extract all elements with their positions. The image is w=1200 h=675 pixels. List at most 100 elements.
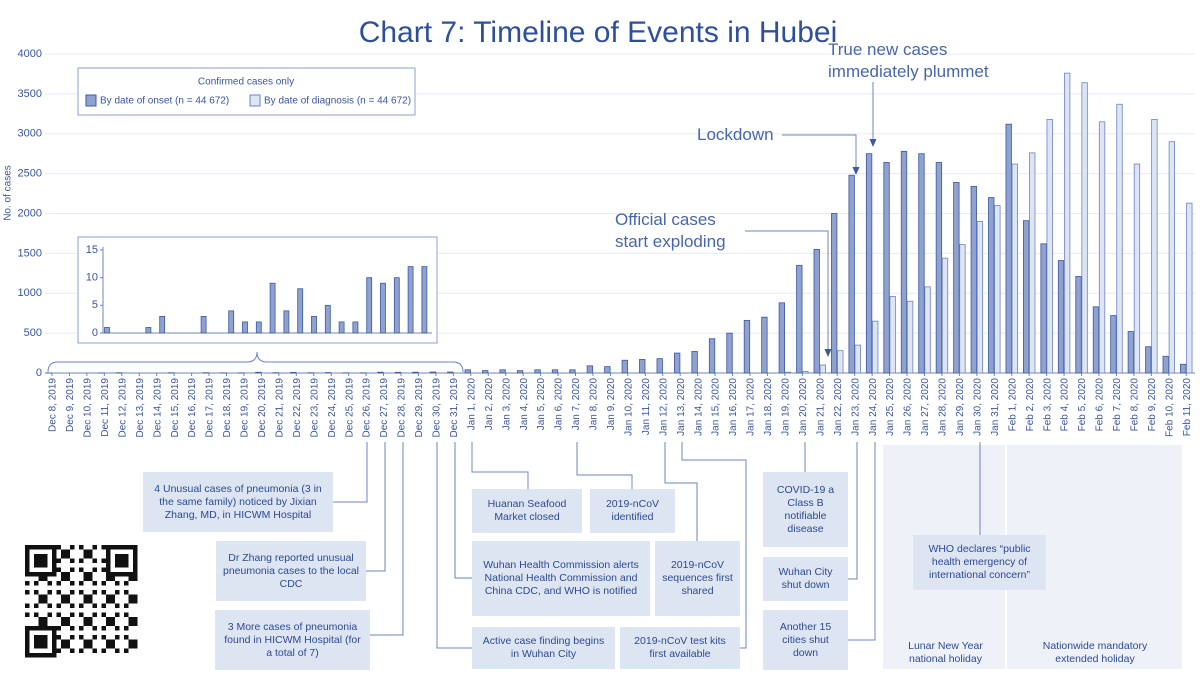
- qr-module: [56, 648, 61, 653]
- x-tick-label: Dec 15, 2019: [170, 378, 181, 438]
- bar: [848, 174, 855, 374]
- qr-module: [25, 639, 30, 644]
- x-tick-label: Feb 5, 2020: [1077, 378, 1088, 432]
- bar: [1005, 123, 1012, 374]
- bar: [970, 185, 977, 374]
- event-box: COVID-19 a Class B notifiable disease: [763, 472, 848, 547]
- inset-bar: [352, 321, 359, 334]
- x-tick-label: Dec 25, 2019: [344, 378, 355, 438]
- connector: [576, 442, 633, 489]
- qr-module: [92, 648, 97, 653]
- x-tick-label: Jan 5, 2020: [536, 378, 547, 431]
- x-tick-label: Dec 27, 2019: [379, 378, 390, 438]
- qr-module: [56, 635, 61, 640]
- bar: [1075, 276, 1082, 374]
- qr-module: [110, 599, 115, 604]
- bar: [621, 359, 628, 374]
- event-box: Another 15 cities shut down: [763, 610, 848, 670]
- qr-module: [34, 558, 39, 563]
- qr-module: [79, 612, 84, 617]
- qr-module: [34, 626, 39, 631]
- qr-module: [110, 594, 115, 599]
- qr-module: [34, 635, 39, 640]
- qr-module: [128, 621, 133, 626]
- inset-tick-label: 15: [86, 244, 98, 256]
- qr-module: [106, 599, 111, 604]
- qr-module: [92, 635, 97, 640]
- y-tick-label: 3500: [18, 88, 42, 100]
- bar: [918, 153, 925, 374]
- qr-module: [115, 612, 120, 617]
- qr-module: [128, 545, 133, 550]
- connector: [370, 442, 404, 636]
- bar: [639, 359, 646, 374]
- qr-module: [25, 572, 30, 577]
- qr-module: [47, 590, 52, 595]
- qr-module: [83, 599, 88, 604]
- bar: [290, 371, 297, 374]
- qr-module: [79, 603, 84, 608]
- chart-title: Chart 7: Timeline of Events in Hubei: [359, 16, 838, 49]
- inset-bar: [269, 282, 276, 334]
- qr-module: [56, 581, 61, 586]
- callout-text: Official cases start exploding: [615, 210, 726, 251]
- callout-line: [745, 230, 829, 349]
- qr-module: [70, 590, 75, 595]
- qr-module: [79, 567, 84, 572]
- qr-module: [92, 626, 97, 631]
- qr-module: [88, 621, 93, 626]
- qr-module: [70, 558, 75, 563]
- qr-module: [61, 599, 66, 604]
- qr-module: [38, 621, 43, 626]
- qr-module: [115, 558, 120, 563]
- qr-module: [88, 549, 93, 554]
- bar: [889, 296, 896, 374]
- qr-module: [47, 626, 52, 631]
- qr-module: [38, 617, 43, 622]
- qr-module: [128, 639, 133, 644]
- qr-module: [88, 572, 93, 577]
- qr-module: [34, 612, 39, 617]
- x-tick-label: Jan 2, 2020: [484, 378, 495, 431]
- bar: [429, 371, 437, 374]
- qr-module: [43, 626, 48, 631]
- x-tick-label: Jan 27, 2020: [920, 378, 931, 436]
- qr-module: [128, 576, 133, 581]
- inset-bar: [311, 315, 317, 334]
- qr-module: [61, 549, 66, 554]
- x-tick-label: Jan 23, 2020: [850, 378, 861, 436]
- inset-tick-label: 0: [92, 327, 98, 339]
- qr-module: [38, 635, 43, 640]
- qr-module: [34, 590, 39, 595]
- bar: [499, 369, 506, 374]
- x-tick-label: Jan 15, 2020: [711, 378, 722, 436]
- qr-module: [43, 635, 48, 640]
- qr-module: [43, 639, 48, 644]
- qr-module: [43, 572, 48, 577]
- qr-module: [88, 644, 93, 649]
- qr-module: [25, 630, 30, 635]
- qr-module: [133, 617, 138, 622]
- qr-module: [83, 549, 88, 554]
- qr-module: [133, 576, 138, 581]
- qr-module: [61, 617, 66, 622]
- y-axis-label: No. of cases: [3, 165, 14, 221]
- qr-module: [52, 572, 57, 577]
- qr-module: [106, 576, 111, 581]
- bar: [813, 248, 820, 374]
- x-tick-label: Dec 12, 2019: [117, 378, 128, 438]
- qr-module: [65, 549, 70, 554]
- qr-module: [34, 563, 39, 568]
- qr-module: [70, 635, 75, 640]
- event-box: 2019-nCoV identified: [590, 489, 675, 533]
- qr-module: [61, 594, 66, 599]
- qr-module: [106, 621, 111, 626]
- qr-module: [110, 617, 115, 622]
- qr-module: [56, 567, 61, 572]
- qr-module: [34, 653, 39, 658]
- qr-module: [25, 648, 30, 653]
- inset-bar: [200, 315, 207, 334]
- y-tick-label: 2500: [18, 168, 42, 180]
- qr-module: [106, 644, 111, 649]
- inset-bar: [407, 266, 414, 334]
